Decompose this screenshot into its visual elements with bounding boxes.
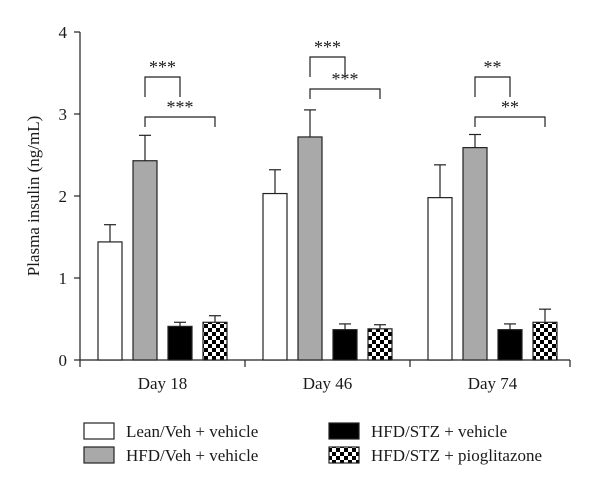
significance-bracket bbox=[309, 56, 346, 77]
bar bbox=[167, 325, 193, 361]
x-tick-label: Day 18 bbox=[138, 374, 188, 393]
significance-bracket bbox=[144, 76, 181, 97]
significance-label: *** bbox=[149, 57, 176, 77]
x-tick-label: Day 74 bbox=[468, 374, 518, 393]
significance-label: *** bbox=[332, 69, 359, 89]
y-tick-label: 0 bbox=[59, 351, 68, 370]
legend-swatch bbox=[83, 446, 115, 464]
legend-label: HFD/STZ + vehicle bbox=[371, 422, 507, 441]
legend-swatch bbox=[83, 422, 115, 440]
significance-bracket bbox=[474, 76, 511, 97]
x-tick-labels: Day 18 Day 46 Day 74 bbox=[138, 374, 518, 393]
significance-label: *** bbox=[167, 97, 194, 117]
bar bbox=[532, 321, 558, 361]
y-axis-label: Plasma insulin (ng/mL) bbox=[24, 116, 43, 277]
error-bars bbox=[104, 109, 551, 330]
significance-bracket bbox=[474, 116, 546, 127]
legend-swatch bbox=[328, 446, 360, 464]
significance-label: ** bbox=[484, 57, 502, 77]
legend-label: HFD/STZ + pioglitazone bbox=[371, 446, 542, 465]
y-tick-label: 1 bbox=[59, 269, 68, 288]
bars bbox=[97, 136, 558, 361]
significance-bracket bbox=[144, 116, 216, 127]
legend-swatch bbox=[328, 422, 360, 440]
bar bbox=[332, 329, 358, 361]
bar bbox=[427, 197, 453, 361]
significance-label: *** bbox=[314, 37, 341, 57]
bar bbox=[462, 147, 488, 361]
significance-brackets: **************** bbox=[144, 37, 546, 127]
bar bbox=[202, 321, 228, 361]
bar bbox=[497, 329, 523, 361]
bar bbox=[132, 160, 158, 361]
significance-label: ** bbox=[501, 97, 519, 117]
bar bbox=[297, 136, 323, 361]
legend-label: Lean/Veh + vehicle bbox=[126, 422, 258, 441]
significance-bracket bbox=[309, 88, 381, 99]
bar bbox=[367, 328, 393, 361]
bar bbox=[97, 241, 123, 361]
legend: Lean/Veh + vehicle HFD/Veh + vehicle HFD/S… bbox=[83, 422, 542, 465]
y-tick-label: 2 bbox=[59, 187, 68, 206]
legend-label: HFD/Veh + vehicle bbox=[126, 446, 258, 465]
axes bbox=[74, 31, 571, 367]
y-tick-label: 4 bbox=[59, 23, 68, 42]
y-tick-label: 3 bbox=[59, 105, 68, 124]
y-tick-labels: 0 1 2 3 4 bbox=[59, 23, 68, 370]
x-tick-label: Day 46 bbox=[303, 374, 353, 393]
bar bbox=[262, 192, 288, 361]
